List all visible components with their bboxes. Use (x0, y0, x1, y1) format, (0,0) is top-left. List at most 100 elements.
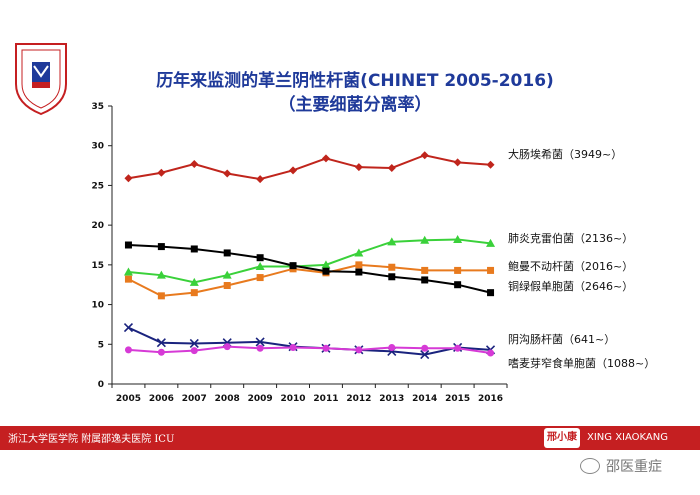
data-point (124, 275, 132, 283)
data-point (420, 350, 430, 360)
data-point (156, 338, 166, 348)
data-point (321, 154, 330, 163)
data-point (388, 263, 396, 271)
y-tick-label: 15 (91, 261, 104, 271)
data-point (255, 337, 265, 347)
data-point (124, 241, 132, 249)
data-point (421, 276, 429, 284)
data-point (321, 260, 331, 269)
series-label: 大肠埃希菌（3949~） (508, 147, 622, 161)
data-point (190, 159, 199, 168)
watermark-text: 邵医重症 (606, 459, 662, 475)
y-tick-label: 30 (91, 142, 104, 152)
footer-institution: 浙江大学医学院 附属邵逸夫医院 ICU (8, 434, 175, 445)
data-point (387, 237, 397, 246)
data-point (420, 235, 430, 244)
data-point (222, 270, 232, 279)
data-point (123, 267, 133, 276)
data-point (190, 245, 198, 253)
data-point (256, 274, 264, 282)
data-point (486, 238, 496, 247)
data-point (421, 266, 429, 274)
data-point (354, 248, 364, 257)
y-tick-label: 20 (91, 221, 104, 231)
x-tick-label: 2013 (379, 394, 404, 404)
data-point (223, 282, 231, 290)
data-point (223, 249, 231, 257)
data-point (421, 344, 429, 352)
data-point (156, 270, 166, 279)
data-point (354, 163, 363, 172)
data-point (124, 346, 132, 354)
data-point (453, 158, 462, 167)
data-point (223, 169, 232, 178)
author-badge-text: 邢小康 (547, 432, 577, 443)
author-badge: 邢小康 (544, 428, 580, 448)
wechat-watermark: 邵医重症 (580, 455, 662, 477)
wechat-icon (580, 458, 600, 474)
data-point (157, 168, 166, 177)
data-point (157, 348, 165, 356)
data-point (255, 261, 265, 270)
data-point (256, 254, 264, 262)
series-line-1 (128, 238, 491, 284)
data-point (454, 281, 462, 289)
y-tick-label: 35 (91, 102, 104, 112)
series-line-2 (128, 263, 491, 297)
series-label: 肺炎克雷伯菌（2136~） (508, 231, 633, 245)
chart-subtitle: （主要细菌分离率） (278, 95, 432, 115)
data-point (487, 266, 495, 274)
data-point (124, 174, 133, 183)
y-tick-label: 25 (91, 181, 104, 191)
data-point (454, 344, 462, 352)
series-label: 鲍曼不动杆菌（2016~） (508, 259, 633, 273)
x-tick-label: 2008 (215, 394, 240, 404)
data-point (453, 234, 463, 243)
series-label: 铜绿假单胞菌（2646~） (508, 279, 633, 293)
data-point (355, 261, 363, 269)
data-point (355, 346, 363, 354)
data-point (388, 343, 396, 351)
x-tick-label: 2016 (478, 394, 503, 404)
data-point (190, 347, 198, 355)
series-line-0 (128, 154, 491, 181)
series-line-3 (128, 244, 491, 294)
x-tick-label: 2005 (116, 394, 141, 404)
data-point (420, 151, 429, 160)
data-point (190, 289, 198, 297)
line-chart: 0 5 10 15 20 25 30 35 2005 2006 2007 2008 2009 2010 20… (91, 102, 655, 404)
x-tick-label: 2012 (346, 394, 371, 404)
data-point (322, 267, 330, 275)
series-line-5 (128, 345, 491, 355)
y-tick-label: 0 (98, 380, 104, 390)
data-point (387, 163, 396, 172)
data-point (289, 343, 297, 351)
data-point (289, 166, 298, 175)
x-tick-label: 2006 (149, 394, 174, 404)
x-tick-label: 2015 (445, 394, 470, 404)
x-tick-label: 2014 (412, 394, 437, 404)
data-point (256, 175, 265, 184)
data-point (355, 268, 363, 276)
data-point (487, 349, 495, 357)
chart-title: 历年来监测的革兰阴性杆菌(CHINET 2005-2016) (156, 71, 554, 91)
series-label: 嗜麦芽窄食单胞菌（1088~） (508, 356, 655, 370)
x-tick-label: 2009 (248, 394, 273, 404)
data-point (157, 243, 165, 251)
x-tick-label: 2007 (182, 394, 207, 404)
data-point (454, 266, 462, 274)
data-point (123, 323, 134, 333)
hospital-logo (15, 43, 67, 116)
data-point (223, 343, 231, 351)
data-point (486, 160, 495, 169)
x-tick-label: 2010 (281, 394, 306, 404)
y-tick-label: 10 (91, 301, 104, 311)
series-label: 阴沟肠杆菌（641~） (508, 332, 615, 346)
data-point (189, 277, 199, 286)
data-point (388, 273, 396, 281)
footer-author-name: XING XIAOKANG (587, 432, 668, 443)
footer-bar: 浙江大学医学院 附属邵逸夫医院 ICU 邢小康 XING XIAOKANG (0, 426, 700, 450)
data-point (157, 292, 165, 300)
y-tick-label: 5 (98, 340, 104, 350)
data-point (487, 289, 495, 297)
